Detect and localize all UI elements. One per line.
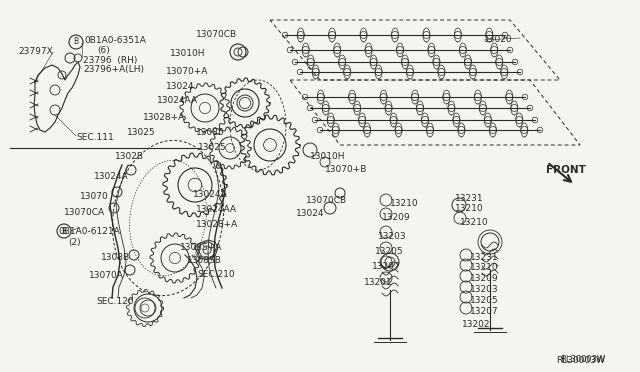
Text: 13070CB: 13070CB [196, 30, 237, 39]
Text: 13085: 13085 [196, 128, 225, 137]
Text: 13210: 13210 [460, 218, 488, 227]
Text: RL30003W: RL30003W [556, 356, 605, 365]
Text: 23797X: 23797X [18, 47, 52, 56]
Text: 13210: 13210 [470, 263, 499, 272]
Text: 13209: 13209 [470, 274, 499, 283]
Text: (6): (6) [97, 46, 109, 55]
Text: SEC.210: SEC.210 [197, 270, 235, 279]
Text: 13201: 13201 [364, 278, 392, 287]
Text: 13070: 13070 [80, 192, 109, 201]
Text: 13070CA: 13070CA [64, 208, 105, 217]
Text: 1302B: 1302B [115, 152, 144, 161]
Text: 13028+A: 13028+A [196, 220, 238, 229]
Text: 1308B: 1308B [101, 253, 130, 262]
Text: 13205: 13205 [375, 247, 404, 256]
Text: B: B [74, 38, 79, 46]
Text: 13203: 13203 [470, 285, 499, 294]
Text: 0B1A0-6351A: 0B1A0-6351A [84, 36, 146, 45]
Text: 13024: 13024 [166, 82, 195, 91]
Text: B: B [61, 227, 67, 235]
Text: 13207: 13207 [470, 307, 499, 316]
Text: 13024A: 13024A [193, 190, 228, 199]
Text: 13024A: 13024A [94, 172, 129, 181]
Text: 13010H: 13010H [310, 152, 346, 161]
Text: 23796  (RH): 23796 (RH) [83, 56, 138, 65]
Text: 13207: 13207 [372, 262, 401, 271]
Text: SEC.111: SEC.111 [76, 133, 114, 142]
Text: 13231: 13231 [455, 194, 484, 203]
Text: 0B1A0-6121A: 0B1A0-6121A [58, 227, 120, 236]
Text: 13070A: 13070A [89, 271, 124, 280]
Text: 13210: 13210 [455, 204, 484, 213]
Text: 13070CB: 13070CB [306, 196, 347, 205]
Text: 13209: 13209 [382, 213, 411, 222]
Text: RL30003W: RL30003W [560, 355, 605, 364]
Text: 1308S+A: 1308S+A [180, 243, 222, 252]
Text: 13202: 13202 [462, 320, 490, 329]
Text: 13024: 13024 [296, 209, 324, 218]
Text: 13010H: 13010H [170, 49, 205, 58]
Text: 13020: 13020 [484, 35, 513, 44]
Text: 13205: 13205 [470, 296, 499, 305]
Text: 13024AA: 13024AA [196, 205, 237, 214]
Text: 13028+A: 13028+A [143, 113, 185, 122]
Text: 13024AA: 13024AA [157, 96, 198, 105]
Text: 13203: 13203 [378, 232, 406, 241]
Text: 23796+A(LH): 23796+A(LH) [83, 65, 144, 74]
Text: 13025: 13025 [127, 128, 156, 137]
Text: 13070+A: 13070+A [166, 67, 209, 76]
Text: 1308SB: 1308SB [187, 256, 222, 265]
Text: 13025: 13025 [198, 143, 227, 152]
Text: 13210: 13210 [390, 199, 419, 208]
Text: (2): (2) [68, 238, 81, 247]
Text: FRONT: FRONT [546, 165, 586, 175]
Text: SEC.120: SEC.120 [96, 297, 134, 306]
Text: 13070+B: 13070+B [325, 165, 367, 174]
Text: 13231: 13231 [470, 253, 499, 262]
